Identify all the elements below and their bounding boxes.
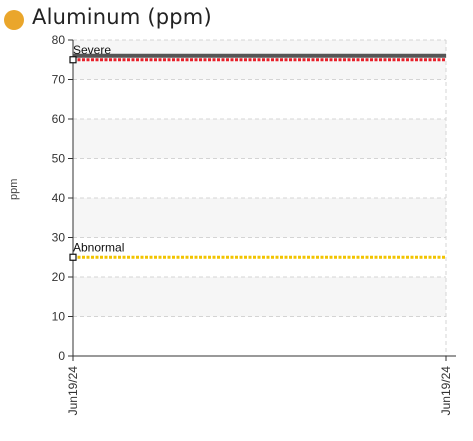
- y-tick-label: 10: [52, 310, 66, 324]
- y-tick-label: 30: [52, 231, 66, 245]
- x-tick-label: Jun19/24: [439, 366, 453, 416]
- grid-band: [73, 277, 446, 317]
- y-tick-label: 20: [52, 270, 66, 284]
- x-tick-label: Jun19/24: [66, 366, 80, 416]
- y-tick-label: 70: [52, 73, 66, 87]
- y-tick-label: 60: [52, 112, 66, 126]
- chart-title-row: Aluminum (ppm): [4, 0, 212, 34]
- grid-band: [73, 119, 446, 159]
- chart-title: Aluminum (ppm): [32, 5, 212, 29]
- y-tick-label: 40: [52, 191, 66, 205]
- legend-dot-icon: [4, 10, 24, 30]
- y-tick-label: 80: [52, 33, 66, 47]
- threshold-label-severe: Severe: [73, 43, 111, 57]
- grid-band: [73, 198, 446, 238]
- y-tick-label: 0: [58, 349, 65, 363]
- threshold-marker-abnormal: [69, 253, 77, 261]
- threshold-label-abnormal: Abnormal: [73, 240, 124, 254]
- y-tick-label: 50: [52, 152, 66, 166]
- threshold-marker-severe: [69, 56, 77, 64]
